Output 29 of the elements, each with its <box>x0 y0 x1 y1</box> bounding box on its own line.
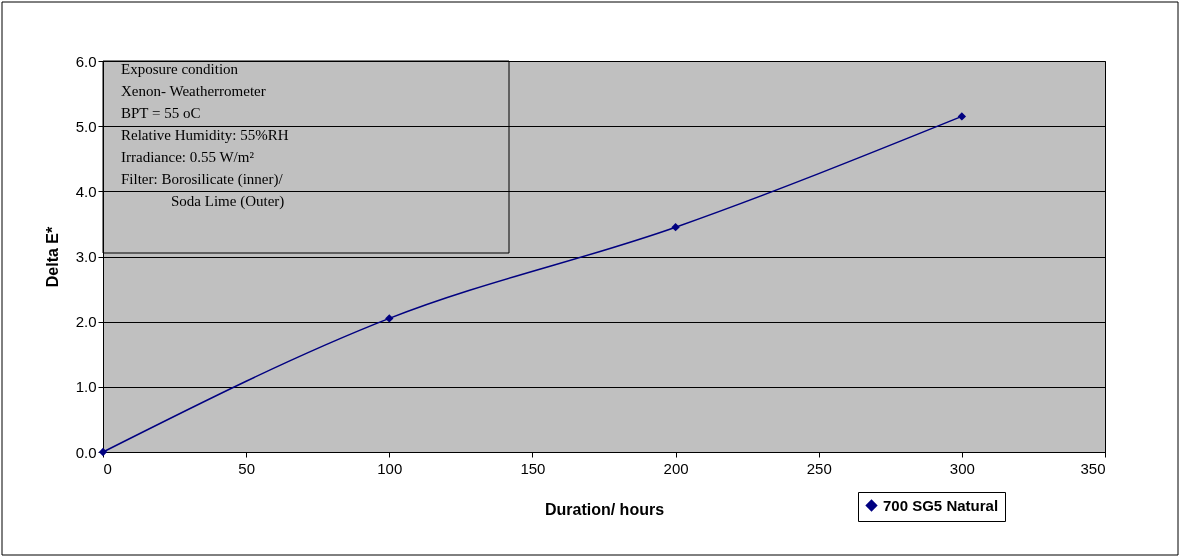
x-tick-label: 250 <box>806 459 832 477</box>
point <box>98 447 108 457</box>
annotation: Soda Lime (Outer) <box>171 193 285 210</box>
x-tick-label: 200 <box>663 459 689 477</box>
annotation: Filter: Borosilicate (inner)/ <box>121 171 284 188</box>
y-axis-title: Delta E* <box>43 225 61 288</box>
y-tick-label: 6.0 <box>75 52 97 70</box>
annotation: Irradiance: 0.55 W/m² <box>121 149 255 165</box>
y-tick-label: 3.0 <box>75 248 97 265</box>
point <box>385 314 394 323</box>
y-tick-label: 1.0 <box>75 378 97 396</box>
point <box>671 222 680 232</box>
x-tick-label: 150 <box>520 459 546 477</box>
x-tick-label: 50 <box>238 459 255 477</box>
annotation: Relative Humidity: 55%RH <box>121 127 289 143</box>
x-axis-title: Duration/ hours <box>544 500 665 518</box>
annotation: BPT = 55 oC <box>121 105 201 121</box>
y-tick-label: 5.0 <box>75 117 97 135</box>
x-tick-label: 100 <box>377 459 403 477</box>
y-tick-label: 0.0 <box>75 443 97 461</box>
annotation: Xenon- Weatherrometer <box>121 83 266 99</box>
legend-label: 700 SG5 Natural <box>883 496 999 514</box>
annotation: Exposure condition <box>121 61 239 77</box>
x-tick-label: 0 <box>103 459 112 477</box>
point <box>957 112 967 121</box>
y-tick-label: 4.0 <box>75 182 97 200</box>
x-tick-label: 350 <box>1080 459 1106 477</box>
x-tick-label: 300 <box>949 459 975 477</box>
y-tick-label: 2.0 <box>75 313 97 331</box>
